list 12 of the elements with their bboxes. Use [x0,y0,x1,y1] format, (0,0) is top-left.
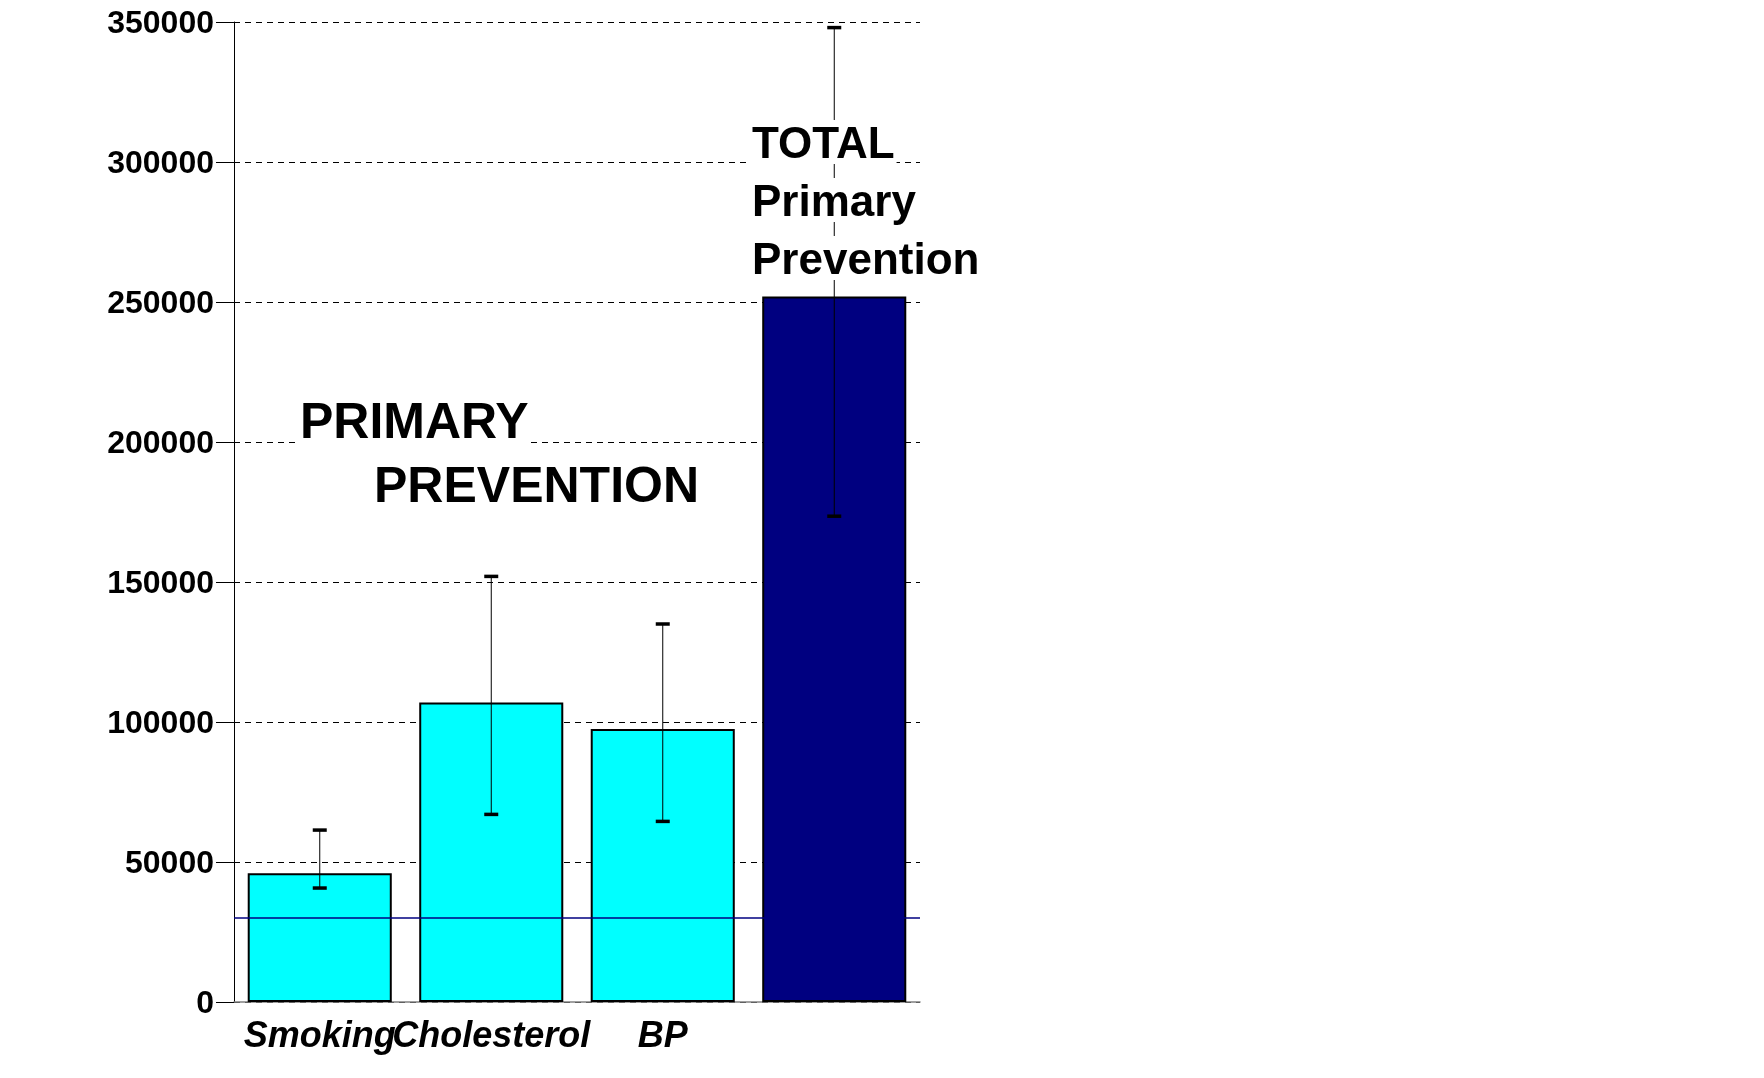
y-tick-label: 350000 [107,4,214,40]
y-tick-label: 150000 [107,564,214,600]
annotation: TOTAL Primary Prevention [752,117,980,283]
y-tick-label: 50000 [125,844,214,880]
y-tick-label: 0 [196,984,214,1020]
x-tick-label: Smoking [243,1013,396,1055]
y-tick-label: 100000 [107,704,214,740]
x-tick-label: BP [637,1013,689,1055]
y-tick-label: 200000 [107,424,214,460]
y-tick-label: 300000 [107,144,214,180]
annotation: PRIMARY PREVENTION [300,393,700,513]
y-tick-label: 250000 [107,284,214,320]
